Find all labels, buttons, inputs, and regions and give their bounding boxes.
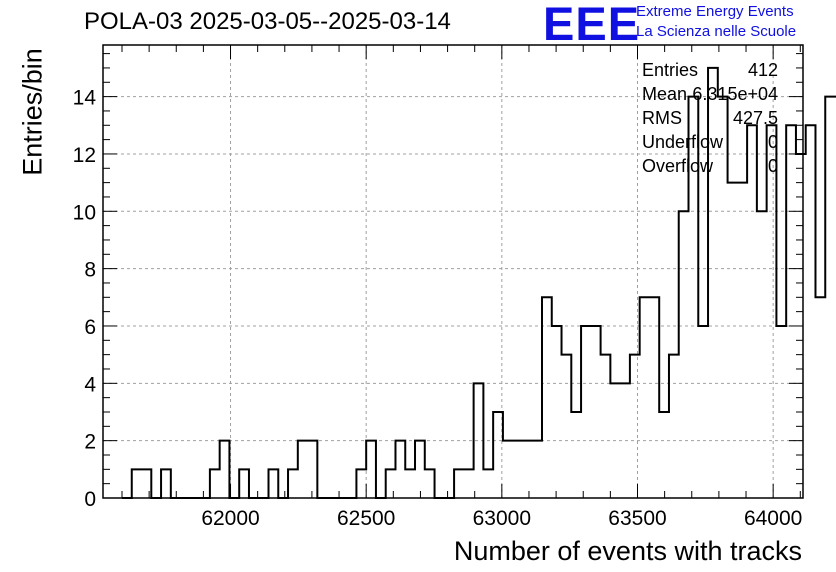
histogram-bin — [815, 297, 825, 498]
histogram-bin — [132, 469, 142, 498]
y-tick-label: 8 — [84, 259, 96, 282]
y-tick-label: 2 — [84, 431, 96, 454]
histogram-bin — [679, 211, 689, 498]
histogram-bin — [767, 125, 777, 498]
histogram-bin — [581, 326, 591, 498]
stat-value: 427.5 — [732, 108, 778, 128]
x-tick-label: 63000 — [473, 507, 531, 530]
histogram-outline — [121, 66, 836, 499]
stat-name: Mean — [642, 84, 688, 104]
histogram-bin — [513, 441, 523, 498]
stat-row-overflow: Overflow 0 — [642, 154, 782, 178]
histogram-bin — [747, 125, 757, 498]
histogram-bin — [640, 297, 650, 498]
stats-box: Entries 412 Mean 6.315e+04 RMS 427.5 Und… — [642, 58, 782, 178]
histogram-bin — [532, 441, 542, 498]
stat-name: Entries — [642, 60, 699, 80]
histogram-bin — [239, 469, 249, 498]
histogram-bin — [366, 441, 376, 498]
histogram-bin — [786, 125, 796, 498]
y-tick-label: 10 — [73, 201, 96, 224]
histogram-bin — [649, 297, 659, 498]
histogram-bin — [415, 441, 425, 498]
eee-logo-line1: Extreme Energy Events — [636, 3, 794, 20]
histogram-bin — [220, 441, 230, 498]
histogram-bin — [356, 469, 366, 498]
x-tick-label: 64000 — [744, 507, 802, 530]
eee-logo-line2: La Scienza nelle Scuole — [636, 23, 797, 40]
histogram-bin — [591, 326, 601, 498]
chart-title: POLA-03 2025-03-05--2025-03-14 — [84, 8, 451, 35]
y-tick-label: 12 — [73, 144, 96, 167]
eee-logo: EEE — [543, 0, 641, 50]
histogram-bin — [757, 211, 767, 498]
histogram-bin — [395, 441, 405, 498]
stat-row-rms: RMS 427.5 — [642, 106, 782, 130]
histogram-bin — [659, 412, 669, 498]
histogram-bin — [562, 355, 572, 498]
histogram-bin — [210, 469, 220, 498]
y-tick-label: 4 — [84, 373, 96, 396]
histogram-bin — [464, 469, 474, 498]
histogram-bin — [298, 441, 308, 498]
histogram-bin — [806, 125, 816, 498]
stat-name: Overflow — [642, 156, 714, 176]
histogram-bin — [503, 441, 513, 498]
histogram-bin — [161, 469, 171, 498]
histogram-bin — [669, 355, 679, 498]
x-tick-label: 63500 — [608, 507, 666, 530]
histogram-bin — [630, 355, 640, 498]
y-tick-label: 0 — [84, 488, 96, 511]
stat-value: 0 — [767, 132, 778, 152]
histogram-bin — [308, 441, 318, 498]
stat-value: 0 — [767, 156, 778, 176]
histogram-bin — [601, 355, 611, 498]
histogram-bin — [776, 326, 786, 498]
histogram-bin — [142, 469, 152, 498]
stat-row-underflow: Underflow 0 — [642, 130, 782, 154]
histogram-bin — [737, 183, 747, 498]
plot-frame — [102, 44, 804, 499]
histogram-bin — [483, 469, 493, 498]
histogram-bin — [454, 469, 464, 498]
histogram-bin — [542, 297, 552, 498]
stat-name: Underflow — [642, 132, 724, 152]
y-tick-label: 6 — [84, 316, 96, 339]
histogram-bin — [425, 469, 435, 498]
x-axis-label: Number of events with tracks — [453, 536, 802, 566]
histogram-bin — [288, 469, 298, 498]
y-axis-label: Entries/bin — [17, 48, 48, 176]
histogram-bin — [522, 441, 532, 498]
stat-row-mean: Mean 6.315e+04 — [642, 82, 782, 106]
stat-value: 6.315e+04 — [692, 84, 778, 104]
histogram-bin — [552, 326, 562, 498]
histogram-bin — [405, 469, 415, 498]
x-tick-label: 62000 — [201, 507, 259, 530]
stat-name: RMS — [642, 108, 682, 128]
histogram-bin — [825, 97, 835, 498]
y-tick-label: 14 — [73, 87, 97, 110]
x-tick-label: 62500 — [337, 507, 395, 530]
histogram-bin — [386, 469, 396, 498]
stat-value: 412 — [747, 60, 778, 80]
histogram-bin — [698, 326, 708, 498]
histogram-bin — [571, 412, 581, 498]
stat-row-entries: Entries 412 — [642, 58, 782, 82]
histogram-bin — [269, 469, 279, 498]
histogram-bin — [728, 183, 738, 498]
